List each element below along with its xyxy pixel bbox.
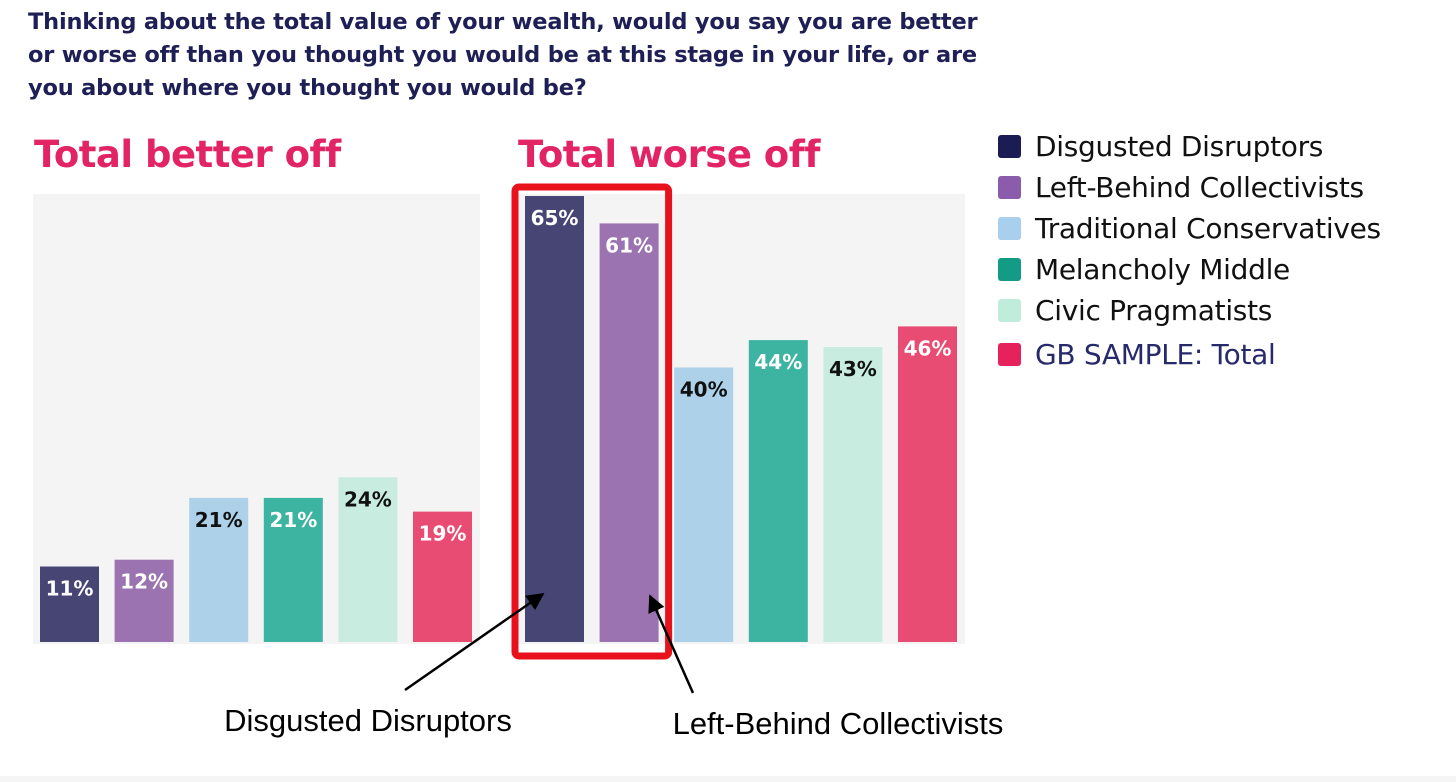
- panel-background-worse-off: [518, 194, 965, 644]
- legend-swatch: [998, 135, 1021, 158]
- legend-label: Melancholy Middle: [1035, 253, 1290, 286]
- legend-swatch: [998, 176, 1021, 199]
- panel-background-better-off: [33, 194, 480, 644]
- data-label-worse-off-civic-pragmatists: 43%: [829, 357, 877, 381]
- panel-title-worse-off: Total worse off: [518, 133, 820, 176]
- legend-label: Traditional Conservatives: [1035, 212, 1381, 245]
- legend-item-disgusted-disruptors: Disgusted Disruptors: [998, 126, 1381, 167]
- annotation-label-left-behind-collectivists: Left-Behind Collectivists: [673, 706, 1004, 741]
- data-label-better-off-civic-pragmatists: 24%: [344, 487, 392, 511]
- annotation-arrow-disgusted-disruptors: [404, 592, 545, 692]
- legend-item-civic-pragmatists: Civic Pragmatists: [998, 290, 1381, 331]
- data-label-worse-off-gb-sample-total: 46%: [904, 336, 952, 360]
- annotation-label-disgusted-disruptors: Disgusted Disruptors: [224, 703, 512, 738]
- bar-worse-off-disgusted-disruptors: [525, 196, 584, 642]
- bar-worse-off-gb-sample-total: [898, 326, 957, 642]
- data-label-worse-off-disgusted-disruptors: 65%: [531, 206, 579, 230]
- chart-question: Thinking about the total value of your w…: [28, 9, 978, 101]
- bars-layer: 11% 12% 21% 21% 24% 19% 65% 61% 40% 44% 43% 46%: [40, 196, 957, 642]
- chart-legend: Disgusted Disruptors Left-Behind Collect…: [998, 126, 1381, 375]
- annotation-arrow-left-behind-collectivists: [648, 594, 695, 694]
- bar-worse-off-civic-pragmatists: [823, 347, 883, 642]
- legend-swatch: [998, 258, 1021, 281]
- data-label-worse-off-traditional-conservatives: 40%: [680, 378, 728, 402]
- data-label-worse-off-left-behind-collectivists: 61%: [605, 233, 653, 257]
- annotation-layer: Disgusted Disruptors Left-Behind Collecti…: [224, 592, 1004, 741]
- bar-better-off-traditional-conservatives: [189, 497, 249, 642]
- legend-item-left-behind-collectivists: Left-Behind Collectivists: [998, 167, 1381, 208]
- panel-title-better-off: Total better off: [34, 133, 341, 176]
- bar-worse-off-left-behind-collectivists: [599, 223, 659, 642]
- data-label-better-off-gb-sample-total: 19%: [419, 522, 467, 546]
- bar-better-off-left-behind-collectivists: [114, 559, 174, 642]
- bar-better-off-melancholy-middle: [263, 497, 323, 642]
- data-label-better-off-left-behind-collectivists: 12%: [120, 570, 168, 594]
- data-label-better-off-melancholy-middle: 21%: [269, 508, 317, 532]
- highlight-box: [511, 183, 673, 660]
- legend-swatch: [998, 343, 1021, 366]
- legend-label: Left-Behind Collectivists: [1035, 171, 1364, 204]
- highlight-layer: [511, 183, 673, 660]
- legend-swatch: [998, 217, 1021, 240]
- legend-label: Civic Pragmatists: [1035, 294, 1273, 327]
- data-label-better-off-disgusted-disruptors: 11%: [46, 577, 94, 601]
- bottom-strip: [0, 776, 1456, 782]
- legend-swatch: [998, 299, 1021, 322]
- legend-label: GB SAMPLE: Total: [1035, 338, 1276, 371]
- bar-worse-off-traditional-conservatives: [674, 367, 734, 642]
- bar-worse-off-melancholy-middle: [748, 340, 808, 642]
- legend-item-gb-sample-total: GB SAMPLE: Total: [998, 334, 1381, 375]
- bar-better-off-gb-sample-total: [413, 511, 472, 642]
- legend-label: Disgusted Disruptors: [1035, 130, 1324, 163]
- bar-better-off-disgusted-disruptors: [40, 566, 99, 642]
- data-label-worse-off-melancholy-middle: 44%: [754, 350, 802, 374]
- data-label-better-off-traditional-conservatives: 21%: [195, 508, 243, 532]
- legend-item-melancholy-middle: Melancholy Middle: [998, 249, 1381, 290]
- bar-better-off-civic-pragmatists: [338, 477, 398, 642]
- legend-item-traditional-conservatives: Traditional Conservatives: [998, 208, 1381, 249]
